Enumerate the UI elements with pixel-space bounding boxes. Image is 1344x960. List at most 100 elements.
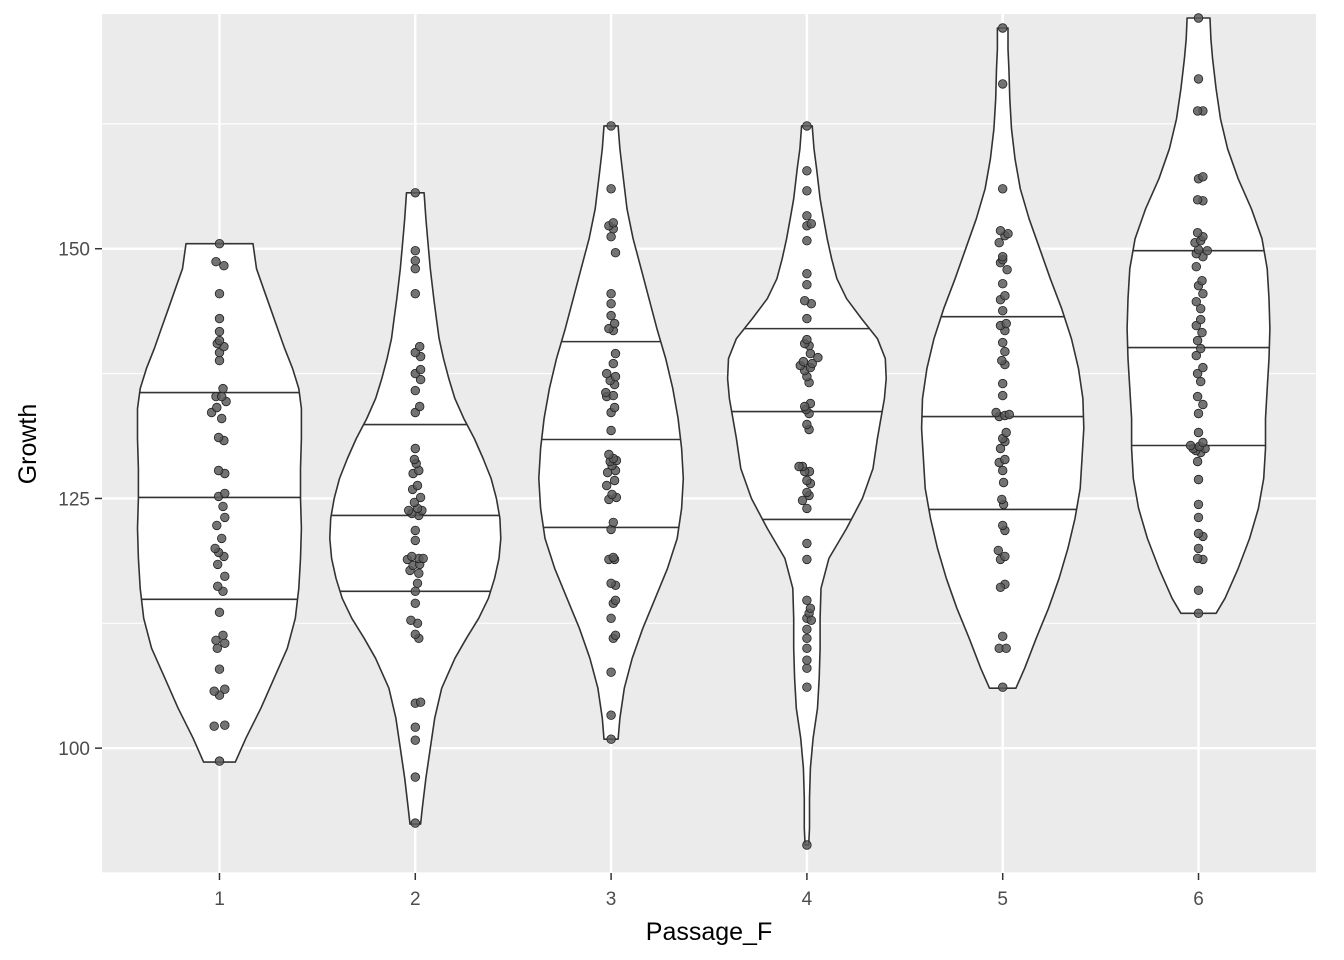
point-4-16	[797, 495, 808, 506]
point-3-13	[608, 552, 619, 563]
point-4-51	[802, 211, 812, 221]
point-4-37	[798, 356, 809, 367]
point-5-4	[998, 631, 1008, 642]
point-4-13	[802, 554, 812, 565]
point-3-10	[606, 578, 616, 589]
point-3-1	[606, 734, 616, 744]
point-4-15	[802, 503, 812, 514]
point-2-11	[410, 598, 421, 609]
point-6-33	[1191, 297, 1202, 307]
point-5-37	[1000, 291, 1010, 301]
point-6-26	[1191, 350, 1202, 361]
point-1-9	[220, 638, 230, 649]
point-2-26	[404, 505, 414, 516]
point-5-29	[997, 355, 1007, 366]
point-2-12	[410, 586, 421, 597]
point-1-3	[220, 720, 230, 730]
point-6-1	[1193, 608, 1204, 619]
x-tick-label-1: 1	[214, 889, 225, 910]
point-5-27	[998, 378, 1008, 389]
point-5-1	[998, 682, 1008, 692]
point-6-19	[1193, 427, 1204, 438]
point-2-51	[410, 188, 421, 198]
point-6-4	[1192, 553, 1203, 564]
point-2-49	[410, 256, 421, 266]
point-4-6	[802, 633, 812, 644]
point-4-39	[805, 348, 816, 359]
point-6-40	[1202, 245, 1213, 256]
point-4-1	[802, 840, 812, 850]
point-5-3	[1001, 643, 1011, 654]
point-5-26	[998, 390, 1008, 401]
point-6-52	[1193, 74, 1204, 84]
point-4-38	[813, 352, 823, 363]
point-1-41	[214, 335, 225, 346]
point-1-20	[216, 533, 227, 544]
point-6-32	[1195, 304, 1206, 314]
point-1-43	[214, 313, 225, 324]
point-1-16	[212, 559, 223, 570]
point-3-28	[606, 425, 616, 436]
point-3-43	[606, 310, 616, 321]
point-5-49	[998, 23, 1008, 33]
point-3-42	[609, 318, 620, 329]
plot-panel	[102, 14, 1316, 873]
point-3-15	[608, 517, 619, 528]
point-1-2	[209, 721, 219, 731]
point-4-26	[802, 419, 812, 430]
point-6-49	[1198, 172, 1208, 182]
point-2-2	[410, 772, 421, 782]
point-6-20	[1193, 408, 1204, 419]
point-6-27	[1195, 343, 1206, 354]
point-2-8	[410, 629, 421, 640]
point-1-27	[213, 465, 224, 476]
point-4-12	[802, 595, 812, 606]
point-2-41	[415, 374, 426, 385]
x-tick-label-2: 2	[410, 889, 421, 910]
point-4-54	[802, 121, 812, 131]
point-3-47	[606, 231, 616, 242]
axes: 100 125 150 1 2 3 4 5 6	[58, 240, 1204, 910]
point-4-14	[802, 538, 812, 549]
point-2-4	[410, 722, 421, 732]
point-1-14	[212, 581, 223, 592]
point-4-3	[802, 663, 812, 673]
point-6-2	[1193, 585, 1204, 596]
point-1-22	[220, 512, 230, 523]
point-5-14	[998, 477, 1009, 488]
y-axis-title: Growth	[14, 404, 42, 485]
point-3-30	[609, 402, 620, 413]
point-1-47	[214, 238, 225, 249]
point-4-7	[802, 624, 812, 635]
point-4-10	[806, 615, 817, 626]
y-tick-label-100: 100	[58, 739, 90, 760]
data-points	[206, 13, 1213, 850]
point-1-19	[210, 543, 220, 554]
point-5-39	[1002, 265, 1012, 275]
point-5-47	[998, 184, 1008, 194]
point-6-5	[1193, 543, 1204, 554]
point-2-20	[418, 553, 428, 564]
point-3-27	[604, 449, 614, 460]
point-1-7	[214, 664, 225, 674]
point-5-15	[998, 465, 1008, 476]
point-2-13	[412, 578, 423, 589]
point-4-45	[800, 296, 810, 306]
point-4-5	[802, 643, 812, 654]
point-1-45	[219, 261, 229, 271]
point-3-50	[608, 218, 619, 228]
point-2-23	[410, 525, 421, 536]
point-5-34	[1001, 318, 1011, 329]
x-axis-title: Passage_F	[646, 918, 772, 946]
point-2-47	[410, 289, 421, 299]
point-6-24	[1192, 368, 1203, 379]
point-4-42	[802, 334, 812, 345]
y-tick-label-150: 150	[58, 240, 90, 261]
point-2-32	[412, 480, 423, 491]
point-1-6	[220, 684, 230, 694]
point-3-46	[610, 247, 621, 258]
point-3-52	[606, 121, 616, 131]
point-6-23	[1195, 376, 1206, 387]
point-6-7	[1193, 528, 1204, 539]
